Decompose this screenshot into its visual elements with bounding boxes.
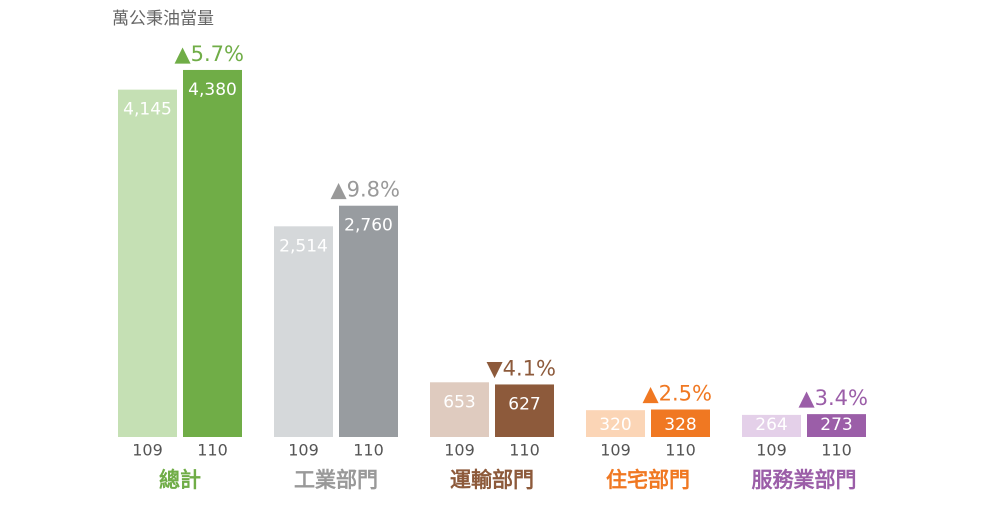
series-label: 110 bbox=[509, 441, 540, 460]
category-label: 總計 bbox=[159, 468, 201, 492]
bar bbox=[430, 382, 489, 437]
series-label: 109 bbox=[132, 441, 163, 460]
change-label: ▼4.1% bbox=[486, 356, 556, 380]
bar bbox=[807, 414, 866, 437]
value-label: 2,760 bbox=[344, 216, 393, 236]
series-label: 109 bbox=[288, 441, 319, 460]
bar bbox=[495, 384, 554, 437]
change-label: ▲3.4% bbox=[798, 386, 868, 410]
category-label: 服務業部門 bbox=[752, 468, 857, 492]
series-label: 110 bbox=[197, 441, 228, 460]
series-label: 109 bbox=[444, 441, 475, 460]
change-label: ▲5.7% bbox=[174, 42, 244, 66]
bar bbox=[183, 69, 242, 438]
bar bbox=[118, 89, 177, 438]
value-label: 328 bbox=[664, 415, 696, 435]
unit-label: 萬公秉油當量 bbox=[112, 9, 214, 29]
change-label: ▲2.5% bbox=[642, 382, 712, 406]
bar bbox=[651, 409, 710, 437]
bar bbox=[274, 226, 333, 437]
bar bbox=[742, 414, 801, 437]
series-label: 110 bbox=[821, 441, 852, 460]
value-label: 264 bbox=[755, 415, 787, 435]
category-label: 住宅部門 bbox=[606, 468, 690, 492]
series-label: 109 bbox=[600, 441, 631, 460]
series-label: 110 bbox=[353, 441, 384, 460]
value-label: 273 bbox=[820, 415, 852, 435]
value-label: 4,380 bbox=[188, 80, 237, 100]
bar bbox=[339, 205, 398, 437]
value-label: 2,514 bbox=[279, 236, 328, 256]
change-label: ▲9.8% bbox=[330, 178, 400, 202]
bar bbox=[586, 410, 645, 437]
category-label: 運輸部門 bbox=[450, 468, 534, 492]
series-label: 109 bbox=[756, 441, 787, 460]
value-label: 653 bbox=[443, 392, 475, 412]
value-label: 320 bbox=[599, 415, 631, 435]
category-label: 工業部門 bbox=[294, 468, 378, 492]
value-label: 627 bbox=[508, 394, 540, 414]
value-label: 4,145 bbox=[123, 100, 172, 120]
series-label: 110 bbox=[665, 441, 696, 460]
